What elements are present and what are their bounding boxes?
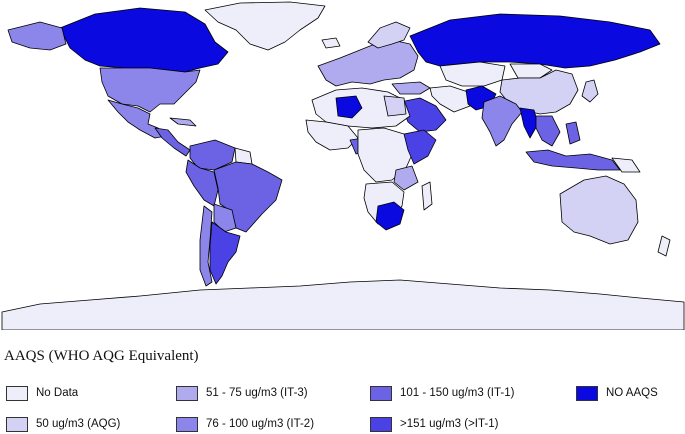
legend-item-it1: 101 - 150 ug/m3 (IT-1)	[370, 383, 514, 403]
country-madagascar[interactable]	[421, 181, 433, 211]
country-thailand-vietnam[interactable]	[535, 115, 561, 147]
legend-item-no-aaqs: NO AAQS	[576, 383, 658, 403]
country-png[interactable]	[611, 157, 641, 173]
legend-label: 50 ug/m3 (AQG)	[36, 418, 121, 430]
country-antarctica[interactable]	[1, 279, 685, 330]
legend-item-aqg: 50 ug/m3 (AQG)	[6, 414, 120, 434]
legend-swatch	[6, 416, 28, 432]
country-canada[interactable]	[59, 7, 229, 73]
country-japan[interactable]	[581, 79, 599, 103]
country-argentina[interactable]	[209, 221, 241, 285]
country-ethiopia-kenya[interactable]	[403, 129, 437, 165]
country-libya-chad[interactable]	[335, 95, 363, 119]
legend-item-it2: 76 - 100 ug/m3 (IT-2)	[176, 414, 314, 434]
country-greenland[interactable]	[204, 1, 326, 51]
legend-swatch	[370, 416, 392, 432]
country-tanzania[interactable]	[393, 165, 419, 191]
country-guianas[interactable]	[234, 147, 253, 165]
legend-item-gt-it1: >151 ug/m3 (>IT-1)	[370, 414, 498, 434]
legend-swatch	[6, 385, 28, 401]
legend-label: >151 ug/m3 (>IT-1)	[400, 418, 499, 430]
country-india[interactable]	[481, 95, 523, 147]
country-cuba[interactable]	[169, 117, 197, 127]
country-turkey[interactable]	[391, 81, 431, 95]
country-philippines[interactable]	[565, 121, 581, 145]
legend-title: AAQS (WHO AQG Equivalent)	[4, 348, 199, 364]
legend-swatch	[576, 385, 598, 401]
country-iceland[interactable]	[321, 37, 341, 49]
country-kazakhstan[interactable]	[439, 61, 506, 87]
legend-swatch	[370, 385, 392, 401]
legend-label: 51 - 75 ug/m3 (IT-3)	[206, 387, 308, 399]
country-europe-west[interactable]	[317, 39, 419, 87]
country-south-africa[interactable]	[375, 201, 405, 231]
legend-label: 76 - 100 ug/m3 (IT-2)	[206, 418, 315, 430]
legend-label: NO AAQS	[606, 387, 658, 399]
country-usa-alaska[interactable]	[7, 21, 67, 51]
legend-item-it3: 51 - 75 ug/m3 (IT-3)	[176, 383, 308, 403]
country-usa[interactable]	[99, 67, 201, 113]
legend-label: No Data	[36, 387, 79, 399]
legend-item-no-data: No Data	[6, 383, 78, 403]
country-colombia-venezuela[interactable]	[189, 139, 236, 171]
country-new-zealand[interactable]	[657, 235, 671, 257]
country-scandinavia[interactable]	[367, 21, 411, 49]
country-chile[interactable]	[199, 205, 213, 287]
country-saudi-arabia[interactable]	[399, 97, 447, 133]
country-bolivia[interactable]	[213, 203, 237, 233]
country-egypt[interactable]	[383, 95, 407, 117]
legend-label: 101 - 150 ug/m3 (IT-1)	[400, 387, 515, 399]
legend-swatch	[176, 385, 198, 401]
country-russia[interactable]	[409, 13, 661, 69]
country-mongolia[interactable]	[509, 63, 553, 79]
legend-swatch	[176, 416, 198, 432]
country-australia[interactable]	[559, 175, 639, 245]
country-myanmar[interactable]	[519, 107, 539, 139]
country-indonesia[interactable]	[525, 149, 621, 171]
country-brazil[interactable]	[213, 161, 283, 233]
country-central-america[interactable]	[154, 127, 191, 157]
world-map	[1, 1, 685, 330]
country-iran[interactable]	[429, 85, 471, 113]
country-west-africa[interactable]	[305, 119, 359, 151]
